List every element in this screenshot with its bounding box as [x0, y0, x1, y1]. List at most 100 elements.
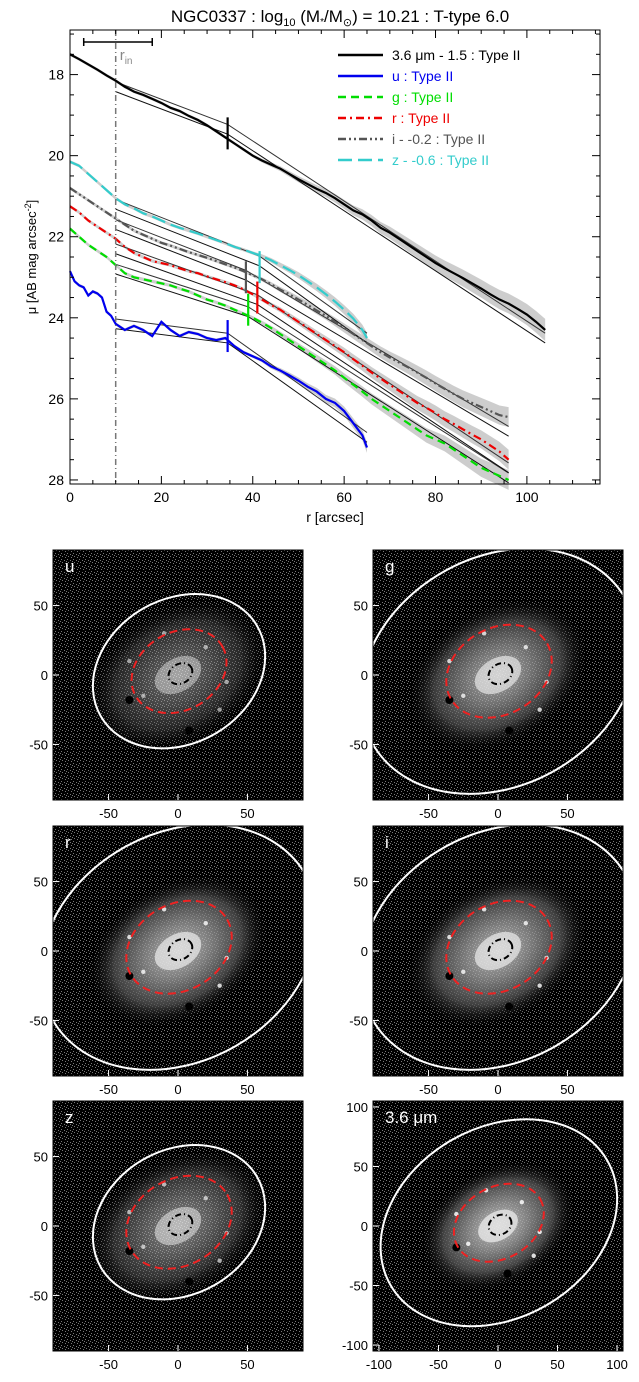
galaxy-knot	[461, 693, 466, 699]
y-tick-label: 18	[48, 67, 64, 83]
x-ticks: 0 20 40 60 80 100	[66, 30, 596, 505]
r-in-label-main: r	[120, 47, 125, 64]
series-line-1	[68, 270, 369, 448]
x-tick-label: 40	[245, 489, 261, 505]
galaxy-knot	[481, 631, 487, 636]
x-tick-label: 0	[66, 489, 74, 505]
image-panel-2: r -50 0 50 50 0 -50	[29, 825, 304, 1097]
masked-source	[125, 972, 134, 980]
series-line-4	[69, 187, 509, 419]
panel-x-tick-label: -50	[429, 1357, 448, 1372]
galaxy-knot	[523, 921, 528, 926]
break-markers	[226, 117, 261, 353]
galaxy-knot	[127, 934, 132, 940]
panel-image	[373, 550, 623, 800]
panel-y-tick-label: 0	[41, 944, 48, 959]
galaxy-core	[478, 1209, 518, 1243]
inner-ellipse	[445, 899, 553, 995]
outer-ellipse	[373, 550, 623, 795]
image-panel-0: u -50 0 50 50 0 -50	[29, 549, 304, 821]
galaxy-knot	[217, 983, 222, 988]
galaxy-knot	[203, 921, 208, 926]
masked-source	[445, 696, 454, 704]
panel-image	[373, 1101, 623, 1351]
inner-ellipse	[125, 1174, 233, 1270]
r-in-label-sub: in	[125, 56, 133, 67]
core-ellipse	[167, 938, 194, 962]
panel-y-tick-label: -100	[342, 1338, 368, 1353]
panel-y-tick-label: 100	[346, 1100, 368, 1115]
panel-y-tick-label: 50	[354, 875, 368, 890]
masked-source	[445, 972, 454, 980]
panel-x-tick-label: -100	[366, 1357, 392, 1372]
galaxy-knot	[161, 1182, 167, 1187]
panel-y-tick-label: -50	[349, 737, 368, 752]
galaxy-knot	[161, 907, 167, 912]
panel-label: r	[65, 833, 71, 852]
galaxy-knot	[531, 1253, 536, 1258]
legend: 3.6 μm - 1.5 : Type II u : Type II g : Typ…	[338, 47, 520, 168]
panel-y-tick-label: 50	[34, 599, 48, 614]
galaxy-knot	[217, 1258, 222, 1263]
outer-ellipse	[53, 826, 303, 1071]
legend-entry-1: u : Type II	[392, 68, 453, 84]
panel-y-tick-label: 0	[361, 1219, 368, 1234]
x-axis-label: r [arcsec]	[306, 509, 364, 525]
panel-x-tick-label: -50	[99, 1082, 118, 1097]
fit-line-0-1	[115, 91, 546, 344]
panel-y-tick-label: 0	[41, 668, 48, 683]
panel-x-tick-label: 0	[494, 1082, 501, 1097]
panel-x-tick-label: 50	[560, 806, 574, 821]
panel-x-tick-label: -50	[419, 1082, 438, 1097]
panel-y-tick-label: 0	[361, 668, 368, 683]
panel-label: 3.6 μm	[385, 1108, 437, 1127]
x-tick-label: 80	[428, 489, 444, 505]
galaxy-knot	[447, 658, 452, 664]
panel-y-tick-label: 50	[354, 599, 368, 614]
panel-x-tick-label: 0	[494, 1357, 501, 1372]
y-tick-label: 28	[48, 472, 64, 488]
masked-source	[125, 1247, 134, 1255]
galaxy-knot	[127, 1209, 132, 1215]
panel-y-tick-label: -50	[349, 1013, 368, 1028]
galaxy-knot	[203, 645, 208, 650]
panel-x-tick-label: -50	[419, 806, 438, 821]
panel-x-tick-label: 50	[240, 1082, 254, 1097]
y-tick-label: 26	[48, 391, 64, 407]
y-tick-label: 22	[48, 229, 64, 245]
chart-title-subscript: 10	[283, 17, 295, 29]
galaxy-knot	[141, 969, 146, 975]
galaxy-knot	[217, 707, 222, 712]
series-line-0	[69, 53, 546, 331]
panel-label: z	[65, 1108, 74, 1127]
galaxy-knot	[519, 1199, 525, 1205]
error-bands	[70, 52, 546, 490]
masked-source	[505, 726, 514, 735]
galaxy-knot	[466, 1241, 471, 1247]
inner-ellipse	[452, 1182, 545, 1263]
image-panel-4: z -50 0 50 50 0 -50	[29, 1100, 304, 1372]
panel-image	[53, 1101, 303, 1351]
chart-title: NGC0337 : log10 (M*/M⊙) = 10.21 : T-type…	[171, 7, 509, 29]
panel-y-tick-label: -50	[29, 1288, 48, 1303]
panel-y-tick-label: -50	[29, 1013, 48, 1028]
series-line-3	[69, 205, 510, 461]
error-band-0	[70, 52, 546, 342]
legend-entry-5: z - -0.6 : Type II	[392, 152, 489, 168]
panel-image	[53, 826, 303, 1076]
y-axis-label-main: μ [AB mag arcsec	[24, 211, 39, 314]
panel-x-tick-label: 0	[494, 806, 501, 821]
y-axis-label: μ [AB mag arcsec-2]	[23, 200, 39, 315]
legend-entry-3: r : Type II	[392, 110, 450, 126]
y-axis-label-sup: -2	[23, 203, 33, 211]
error-band-2	[70, 227, 509, 490]
galaxy-knot	[203, 1196, 208, 1201]
panel-x-tick-label: 0	[174, 1357, 181, 1372]
core-ellipse	[167, 1213, 194, 1237]
galaxy-knot	[127, 658, 132, 664]
panel-y-tick-label: 50	[354, 1159, 368, 1174]
panel-label: i	[385, 833, 389, 852]
chart-title-end: ) = 10.21 : T-type 6.0	[352, 7, 509, 26]
galaxy-knot	[447, 934, 452, 940]
